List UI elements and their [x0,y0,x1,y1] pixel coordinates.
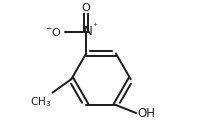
Text: CH$_3$: CH$_3$ [30,95,51,109]
Text: $^{+}$: $^{+}$ [92,21,99,30]
Text: O: O [82,3,90,13]
Text: N: N [84,25,93,38]
Text: OH: OH [138,107,156,120]
Text: $^{-}$O: $^{-}$O [45,26,62,38]
